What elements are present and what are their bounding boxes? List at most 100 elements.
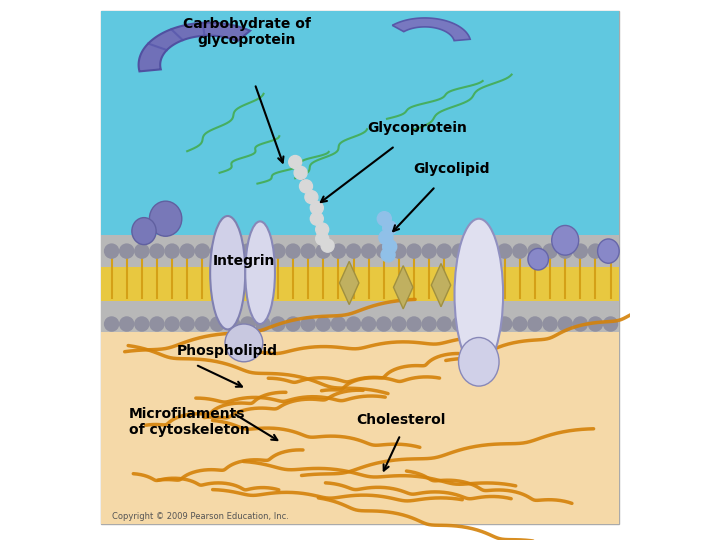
Circle shape (256, 244, 270, 258)
Circle shape (315, 232, 328, 245)
Circle shape (135, 317, 149, 331)
Circle shape (180, 244, 194, 258)
Circle shape (573, 244, 588, 258)
Ellipse shape (210, 216, 246, 329)
Circle shape (377, 212, 392, 226)
Polygon shape (340, 261, 359, 305)
Circle shape (240, 317, 255, 331)
Circle shape (513, 244, 527, 258)
Circle shape (392, 317, 406, 331)
Circle shape (377, 317, 391, 331)
Circle shape (289, 156, 302, 168)
Ellipse shape (459, 338, 499, 386)
Circle shape (256, 317, 270, 331)
Circle shape (104, 244, 119, 258)
Text: Glycolipid: Glycolipid (413, 161, 490, 176)
Circle shape (331, 317, 346, 331)
Circle shape (573, 317, 588, 331)
Polygon shape (393, 266, 413, 309)
Circle shape (381, 248, 395, 262)
Circle shape (498, 317, 512, 331)
Polygon shape (392, 18, 470, 40)
Circle shape (361, 244, 376, 258)
Circle shape (286, 244, 300, 258)
Circle shape (407, 244, 421, 258)
Bar (101, 235, 619, 270)
Circle shape (482, 244, 497, 258)
Circle shape (422, 317, 436, 331)
Circle shape (120, 317, 134, 331)
Ellipse shape (132, 218, 156, 245)
Circle shape (331, 244, 346, 258)
Circle shape (528, 317, 542, 331)
Circle shape (383, 240, 397, 254)
Text: Glycoprotein: Glycoprotein (366, 121, 467, 135)
Circle shape (543, 317, 557, 331)
Circle shape (346, 244, 361, 258)
Circle shape (301, 317, 315, 331)
Circle shape (467, 244, 482, 258)
Circle shape (543, 244, 557, 258)
Polygon shape (139, 23, 250, 71)
Circle shape (210, 317, 225, 331)
Circle shape (120, 244, 134, 258)
Ellipse shape (246, 221, 275, 324)
Circle shape (361, 317, 376, 331)
Circle shape (195, 317, 210, 331)
Text: Cholesterol: Cholesterol (356, 413, 445, 427)
Circle shape (310, 212, 323, 225)
Text: Copyright © 2009 Pearson Education, Inc.: Copyright © 2009 Pearson Education, Inc. (112, 512, 289, 521)
Circle shape (305, 191, 318, 204)
Text: Carbohydrate of
glycoprotein: Carbohydrate of glycoprotein (183, 17, 310, 48)
Circle shape (558, 244, 572, 258)
Circle shape (165, 317, 179, 331)
Circle shape (588, 317, 603, 331)
Circle shape (513, 317, 527, 331)
Bar (101, 267, 619, 302)
Circle shape (301, 244, 315, 258)
Circle shape (195, 244, 210, 258)
Circle shape (422, 244, 436, 258)
Circle shape (383, 221, 397, 235)
Circle shape (407, 317, 421, 331)
Circle shape (286, 317, 300, 331)
Circle shape (150, 317, 164, 331)
Circle shape (588, 244, 603, 258)
Circle shape (452, 317, 467, 331)
Circle shape (225, 317, 240, 331)
Circle shape (379, 231, 393, 245)
Ellipse shape (528, 248, 549, 270)
Circle shape (498, 244, 512, 258)
Circle shape (294, 166, 307, 179)
Circle shape (271, 317, 285, 331)
Circle shape (392, 244, 406, 258)
Circle shape (240, 244, 255, 258)
Circle shape (377, 244, 391, 258)
Circle shape (603, 244, 618, 258)
Circle shape (315, 223, 328, 236)
Circle shape (210, 244, 225, 258)
Circle shape (104, 317, 119, 331)
Ellipse shape (598, 239, 619, 263)
Circle shape (150, 244, 164, 258)
Text: Microfilaments
of cytoskeleton: Microfilaments of cytoskeleton (129, 407, 250, 437)
Circle shape (316, 317, 330, 331)
Text: Integrin: Integrin (212, 254, 275, 268)
Polygon shape (431, 264, 451, 307)
Circle shape (437, 244, 451, 258)
Ellipse shape (454, 219, 503, 370)
Circle shape (482, 317, 497, 331)
Circle shape (135, 244, 149, 258)
Circle shape (346, 317, 361, 331)
Text: Phospholipid: Phospholipid (176, 344, 277, 358)
Circle shape (321, 239, 334, 252)
Circle shape (310, 201, 323, 214)
Circle shape (316, 244, 330, 258)
Circle shape (603, 317, 618, 331)
Circle shape (452, 244, 467, 258)
Circle shape (467, 317, 482, 331)
Bar (101, 297, 619, 524)
Circle shape (225, 244, 240, 258)
Circle shape (271, 244, 285, 258)
Ellipse shape (552, 225, 579, 255)
